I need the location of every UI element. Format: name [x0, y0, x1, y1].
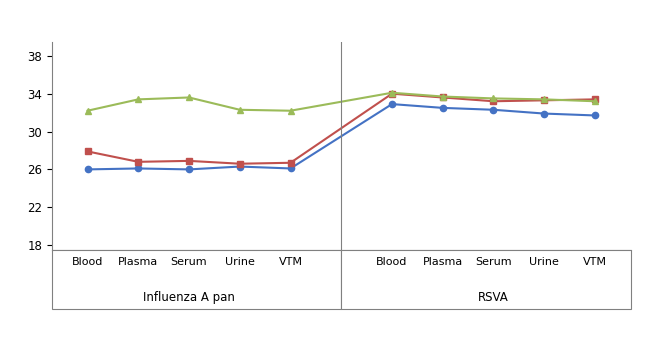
Roche - (-) ssRNA Virus: [439, 94, 447, 99]
Qiagen - (-) ssRNA Virus: [439, 95, 447, 100]
Text: VTM: VTM: [278, 257, 302, 267]
Roche - (-) ssRNA Virus: [135, 97, 142, 101]
MVP Ultra - (-) ssRNA Virus: [84, 167, 92, 171]
Qiagen - (-) ssRNA Virus: [185, 159, 193, 163]
Line: MVP Ultra - (-) ssRNA Virus: MVP Ultra - (-) ssRNA Virus: [84, 101, 598, 172]
MVP Ultra - (-) ssRNA Virus: [236, 164, 244, 169]
Text: Urine: Urine: [529, 257, 559, 267]
MVP Ultra - (-) ssRNA Virus: [388, 102, 396, 106]
MVP Ultra - (-) ssRNA Virus: [439, 106, 447, 110]
MVP Ultra - (-) ssRNA Virus: [489, 108, 497, 112]
Roche - (-) ssRNA Virus: [185, 95, 193, 100]
MVP Ultra - (-) ssRNA Virus: [591, 113, 599, 118]
Text: RSVA: RSVA: [478, 291, 509, 304]
Qiagen - (-) ssRNA Virus: [287, 161, 294, 165]
Text: Serum: Serum: [171, 257, 207, 267]
Roche - (-) ssRNA Virus: [489, 96, 497, 101]
Text: Influenza A pan: Influenza A pan: [143, 291, 235, 304]
MVP Ultra - (-) ssRNA Virus: [540, 111, 548, 116]
Qiagen - (-) ssRNA Virus: [540, 98, 548, 102]
Qiagen - (-) ssRNA Virus: [388, 92, 396, 96]
Legend: MVP Ultra - (-) ssRNA Virus, Qiagen - (-) ssRNA Virus, Roche - (-) ssRNA Virus: MVP Ultra - (-) ssRNA Virus, Qiagen - (-…: [103, 0, 580, 3]
MVP Ultra - (-) ssRNA Virus: [185, 167, 193, 171]
Text: Blood: Blood: [376, 257, 408, 267]
Text: Serum: Serum: [475, 257, 512, 267]
Line: Roche - (-) ssRNA Virus: Roche - (-) ssRNA Virus: [84, 90, 598, 114]
Text: Plasma: Plasma: [118, 257, 159, 267]
Text: VTM: VTM: [583, 257, 607, 267]
Qiagen - (-) ssRNA Virus: [591, 97, 599, 101]
Roche - (-) ssRNA Virus: [236, 108, 244, 112]
Roche - (-) ssRNA Virus: [287, 109, 294, 113]
Qiagen - (-) ssRNA Virus: [84, 149, 92, 153]
Roche - (-) ssRNA Virus: [84, 109, 92, 113]
Line: Qiagen - (-) ssRNA Virus: Qiagen - (-) ssRNA Virus: [84, 91, 598, 167]
Qiagen - (-) ssRNA Virus: [236, 162, 244, 166]
MVP Ultra - (-) ssRNA Virus: [287, 166, 294, 170]
Text: Plasma: Plasma: [422, 257, 463, 267]
Roche - (-) ssRNA Virus: [388, 91, 396, 95]
Qiagen - (-) ssRNA Virus: [135, 160, 142, 164]
Text: Blood: Blood: [72, 257, 103, 267]
Qiagen - (-) ssRNA Virus: [489, 99, 497, 103]
Roche - (-) ssRNA Virus: [591, 99, 599, 103]
Text: Urine: Urine: [225, 257, 255, 267]
MVP Ultra - (-) ssRNA Virus: [135, 166, 142, 170]
Roche - (-) ssRNA Virus: [540, 97, 548, 101]
